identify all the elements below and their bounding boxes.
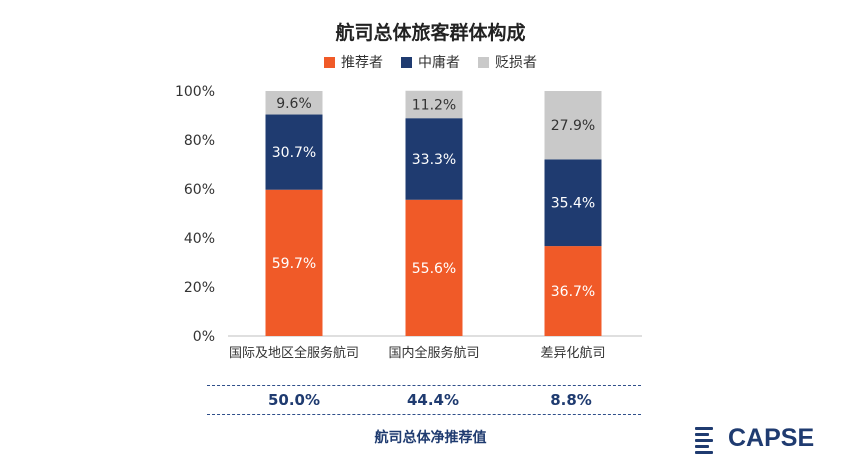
- data-label: 55.6%: [412, 261, 456, 277]
- data-label: 30.7%: [272, 145, 316, 161]
- x-tick-label: 国内全服务航司: [388, 345, 479, 361]
- bar-segment: [265, 91, 323, 115]
- nps-row: 50.0% 44.4% 8.8%: [207, 385, 641, 415]
- legend-label-passives: 中庸者: [418, 55, 460, 71]
- nps-value: 44.4%: [406, 391, 460, 409]
- legend: 推荐者 中庸者 贬损者: [0, 52, 861, 72]
- logo-mark-icon: [695, 427, 727, 454]
- stacked-bar-plot: 0% 20% 40% 60% 80% 100% 59.7% 30.7% 9.6% 国际及地区全服务…: [175, 84, 642, 361]
- legend-label-promoters: 推荐者: [341, 55, 383, 71]
- x-tick-label: 国际及地区全服务航司: [229, 345, 359, 361]
- data-label: 27.9%: [551, 118, 595, 134]
- y-tick-label: 20%: [184, 280, 215, 296]
- data-label: 9.6%: [276, 96, 312, 112]
- legend-label-detractors: 贬损者: [495, 55, 537, 71]
- capse-logo: CAPSE: [695, 424, 845, 456]
- legend-swatch-passives: [401, 56, 412, 68]
- nps-value: 50.0%: [267, 391, 321, 409]
- bar-segment: [265, 114, 323, 190]
- y-tick-label: 100%: [175, 84, 215, 100]
- bar-segment: [265, 189, 323, 336]
- bar-segment: [544, 159, 602, 247]
- legend-item-promoters: 推荐者: [324, 52, 383, 72]
- legend-swatch-detractors: [478, 56, 489, 68]
- x-tick-label: 差异化航司: [540, 345, 605, 361]
- data-label: 36.7%: [551, 284, 595, 300]
- legend-item-detractors: 贬损者: [478, 52, 537, 72]
- data-label: 59.7%: [272, 256, 316, 272]
- data-label: 11.2%: [412, 97, 456, 113]
- bar-segment: [405, 90, 463, 119]
- y-tick-label: 80%: [184, 133, 215, 149]
- bar-segment: [405, 199, 463, 336]
- y-tick-label: 60%: [184, 182, 215, 198]
- data-label: 33.3%: [412, 152, 456, 168]
- nps-label: 航司总体净推荐值: [374, 430, 487, 446]
- bar-segment: [544, 91, 602, 160]
- bar-segment: [405, 118, 463, 200]
- y-tick-label: 0%: [193, 329, 215, 345]
- logo-text: CAPSE: [728, 424, 815, 452]
- data-label: 35.4%: [551, 196, 595, 212]
- chart-title: 航司总体旅客群体构成: [335, 22, 526, 44]
- bar-segment: [544, 246, 602, 336]
- nps-value: 8.8%: [550, 391, 592, 409]
- legend-item-passives: 中庸者: [401, 52, 460, 72]
- y-tick-label: 40%: [184, 231, 215, 247]
- legend-swatch-promoters: [324, 56, 335, 68]
